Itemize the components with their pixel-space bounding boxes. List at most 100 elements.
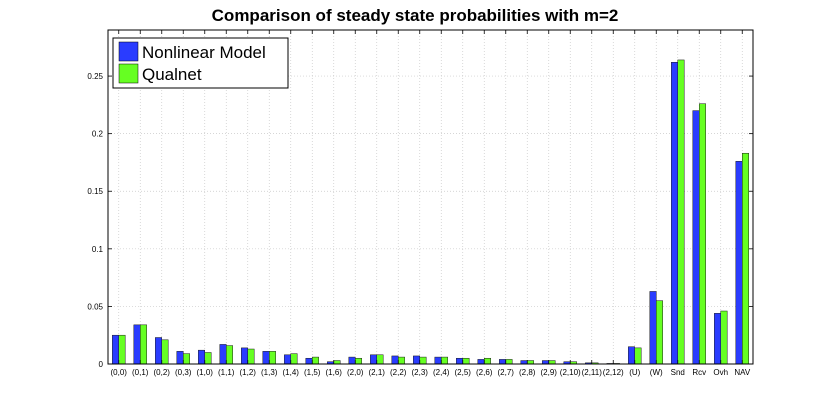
bar-qualnet: [484, 357, 491, 365]
bar-qualnet: [226, 345, 233, 365]
bar-qualnet: [398, 356, 405, 365]
x-tick-label: (2,8): [519, 368, 536, 377]
x-tick-label: (0,2): [154, 368, 171, 377]
legend-label-nonlinear-model: Nonlinear Model: [142, 43, 266, 62]
x-tick-label: (2,1): [369, 368, 386, 377]
bar-nonlinear-model: [542, 360, 549, 365]
x-tick-label: (1,5): [304, 368, 321, 377]
bar-qualnet: [118, 334, 126, 365]
bars: [112, 59, 749, 365]
bar-qualnet: [376, 354, 384, 365]
bar-qualnet: [140, 324, 147, 365]
bar-qualnet: [742, 152, 749, 365]
y-tick-label: 0.25: [87, 72, 103, 81]
bar-nonlinear-model: [133, 324, 141, 365]
bar-nonlinear-model: [391, 355, 399, 365]
y-tick-label: 0.05: [87, 302, 103, 311]
bar-qualnet: [527, 360, 534, 365]
bar-nonlinear-model: [735, 161, 743, 365]
x-tick-label: (2,12): [603, 368, 624, 377]
bar-nonlinear-model: [155, 337, 163, 365]
x-tick-label: (0,1): [132, 368, 149, 377]
x-tick-label: (0,3): [175, 368, 192, 377]
x-tick-label: (1,1): [218, 368, 235, 377]
x-tick-labels: (0,0) (0,1) (0,2) (0,3) (1,0) (1,1) (1,2) (1,3)…: [111, 368, 751, 377]
bar-qualnet: [355, 357, 362, 365]
bar-nonlinear-model: [499, 359, 506, 365]
bar-nonlinear-model: [520, 360, 528, 365]
bar-qualnet: [634, 347, 642, 365]
x-tick-label: Ovh: [713, 368, 728, 377]
bar-qualnet: [204, 352, 212, 365]
bar-qualnet: [677, 59, 685, 365]
bar-qualnet: [183, 353, 190, 365]
x-tick-label: (1,0): [197, 368, 214, 377]
bar-nonlinear-model: [112, 334, 120, 365]
bar-nonlinear-model: [198, 349, 206, 365]
bar-nonlinear-model: [477, 359, 485, 365]
x-tick-label: (2,4): [433, 368, 450, 377]
bar-nonlinear-model: [370, 354, 377, 365]
x-tick-label: (2,2): [390, 368, 407, 377]
x-tick-label: (2,0): [347, 368, 364, 377]
legend: Nonlinear Model Qualnet: [112, 37, 289, 89]
bar-qualnet: [333, 360, 341, 365]
bar-qualnet: [247, 348, 255, 365]
x-tick-label: (2,6): [476, 368, 493, 377]
x-tick-label: (1,3): [261, 368, 278, 377]
bar-nonlinear-model: [413, 355, 420, 365]
axes: [107, 29, 754, 365]
x-tick-label: (2,3): [412, 368, 429, 377]
bar-qualnet: [720, 310, 728, 365]
bar-nonlinear-model: [262, 351, 270, 365]
bar-nonlinear-model: [284, 354, 291, 365]
x-tick-label: (2,7): [498, 368, 515, 377]
bar-qualnet: [441, 356, 448, 365]
legend-swatch-nonlinear-model: [118, 41, 139, 62]
bar-qualnet: [699, 103, 706, 365]
x-tick-label: Snd: [671, 368, 685, 377]
legend-label-qualnet: Qualnet: [142, 65, 202, 84]
bar-nonlinear-model: [176, 351, 184, 365]
bar-nonlinear-model: [692, 110, 700, 365]
x-tick-label: (1,6): [326, 368, 343, 377]
y-tick-label: 0.2: [92, 130, 104, 139]
bar-nonlinear-model: [219, 344, 227, 365]
bar-qualnet: [462, 357, 470, 365]
bar-qualnet: [419, 356, 427, 365]
x-tick-label: (2,10): [560, 368, 581, 377]
bar-qualnet: [161, 339, 169, 365]
axes-frame: [107, 29, 754, 365]
x-tick-label: NAV: [734, 368, 751, 377]
x-tick-label: (1,2): [240, 368, 257, 377]
x-tick-label: (0,0): [111, 368, 128, 377]
x-tick-label: (U): [629, 368, 640, 377]
bar-qualnet: [290, 353, 298, 365]
bar-qualnet: [505, 359, 513, 365]
bar-nonlinear-model: [628, 346, 635, 365]
x-tick-label: (2,5): [455, 368, 472, 377]
x-tick-label: (1,4): [283, 368, 300, 377]
x-tick-label: (2,9): [541, 368, 558, 377]
x-tick-label: (2,11): [582, 368, 603, 377]
bar-nonlinear-model: [671, 61, 678, 365]
bar-qualnet: [656, 300, 663, 365]
bar-nonlinear-model: [305, 357, 313, 365]
bar-nonlinear-model: [241, 347, 249, 365]
bar-qualnet: [269, 351, 276, 365]
bar-nonlinear-model: [649, 291, 657, 365]
chart-title: Comparison of steady state probabilities…: [212, 6, 619, 25]
bar-qualnet: [548, 360, 556, 365]
bar-nonlinear-model: [456, 357, 463, 365]
y-tick-label: 0: [99, 360, 104, 369]
legend-box: [112, 37, 289, 89]
x-tick-label: Rcv: [692, 368, 706, 377]
x-tick-label: (W): [650, 368, 663, 377]
bar-nonlinear-model: [714, 313, 721, 365]
y-tick-label: 0.15: [87, 187, 103, 196]
y-tick-labels: 0 0.05 0.1 0.15 0.2 0.25: [87, 72, 103, 369]
bar-qualnet: [312, 356, 319, 365]
bar-nonlinear-model: [348, 356, 356, 365]
bar-nonlinear-model: [434, 356, 442, 365]
